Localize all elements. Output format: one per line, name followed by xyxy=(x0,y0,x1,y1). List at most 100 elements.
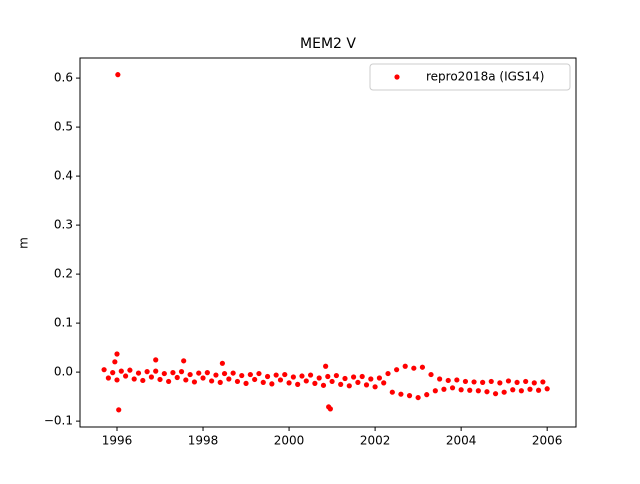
point xyxy=(458,387,464,393)
point xyxy=(252,376,258,383)
legend-box xyxy=(369,63,571,91)
point xyxy=(116,407,122,413)
point xyxy=(226,376,232,382)
point xyxy=(174,374,180,381)
point xyxy=(540,379,546,385)
point xyxy=(505,378,512,384)
point xyxy=(501,389,507,395)
point xyxy=(316,375,322,381)
point xyxy=(312,380,318,386)
point xyxy=(484,389,490,395)
point xyxy=(492,391,499,397)
point xyxy=(471,379,477,385)
point xyxy=(527,386,533,392)
y-tick-label: 0.3 xyxy=(54,218,73,232)
point xyxy=(110,370,116,376)
point xyxy=(243,380,249,386)
point xyxy=(112,359,118,365)
x-tick-label: 1998 xyxy=(188,434,219,448)
point xyxy=(230,370,236,376)
point xyxy=(523,378,529,385)
point xyxy=(342,375,348,382)
x-tick-label: 2002 xyxy=(360,434,391,448)
y-tick-label: 0.0 xyxy=(54,365,73,379)
point xyxy=(368,376,374,382)
point xyxy=(329,378,335,385)
point xyxy=(239,372,245,379)
point xyxy=(385,370,391,377)
point xyxy=(363,382,370,388)
point xyxy=(428,371,434,378)
legend: repro2018a (IGS14) xyxy=(369,63,571,91)
point xyxy=(295,381,301,387)
x-tick-label: 1996 xyxy=(102,434,133,448)
point xyxy=(415,394,421,401)
point xyxy=(260,379,266,386)
y-tick-label: 0.4 xyxy=(54,169,73,183)
point xyxy=(213,372,219,378)
point xyxy=(441,386,447,392)
point xyxy=(445,377,451,384)
point xyxy=(290,374,296,380)
chart-title: MEM2 V xyxy=(300,36,356,52)
point xyxy=(282,371,288,378)
point xyxy=(209,378,215,384)
point xyxy=(178,369,185,375)
point xyxy=(454,377,460,383)
point xyxy=(372,384,378,390)
point xyxy=(424,392,430,398)
point xyxy=(140,377,146,384)
y-tick-label: −0.1 xyxy=(44,414,73,428)
point xyxy=(510,387,516,393)
point xyxy=(135,370,142,376)
point xyxy=(303,378,309,384)
point xyxy=(131,376,137,382)
point xyxy=(153,357,159,363)
point xyxy=(514,379,520,386)
plot-frame xyxy=(79,57,577,428)
point xyxy=(299,373,305,379)
point xyxy=(187,371,193,378)
point xyxy=(406,393,413,399)
point xyxy=(264,373,271,380)
point xyxy=(114,377,120,383)
x-tick-label: 2004 xyxy=(446,434,477,448)
point xyxy=(219,360,225,366)
point xyxy=(277,377,284,383)
point xyxy=(350,374,357,380)
point xyxy=(181,358,187,364)
point xyxy=(544,386,550,392)
point xyxy=(118,368,124,374)
point xyxy=(411,365,417,371)
point xyxy=(105,375,111,381)
point xyxy=(518,388,524,394)
point xyxy=(170,370,176,376)
point xyxy=(449,385,456,391)
point xyxy=(234,378,241,385)
point xyxy=(144,369,150,375)
y-tick-label: 0.2 xyxy=(54,267,73,281)
point xyxy=(307,372,314,378)
point xyxy=(269,381,275,387)
point xyxy=(531,380,537,386)
point xyxy=(338,381,344,387)
point xyxy=(346,383,352,389)
point xyxy=(114,351,120,357)
point xyxy=(148,374,155,380)
point xyxy=(204,370,210,376)
point xyxy=(127,367,133,373)
point xyxy=(273,372,279,378)
point xyxy=(157,376,163,383)
point xyxy=(402,363,408,369)
point xyxy=(323,363,329,369)
legend-label: repro2018a (IGS14) xyxy=(426,70,544,84)
x-tick-label: 2000 xyxy=(274,434,305,448)
point xyxy=(101,367,107,373)
point xyxy=(286,380,292,386)
point xyxy=(247,371,253,378)
plot-area xyxy=(101,72,550,413)
y-tick-label: 0.6 xyxy=(54,71,73,85)
point xyxy=(122,373,129,379)
point xyxy=(166,378,172,385)
